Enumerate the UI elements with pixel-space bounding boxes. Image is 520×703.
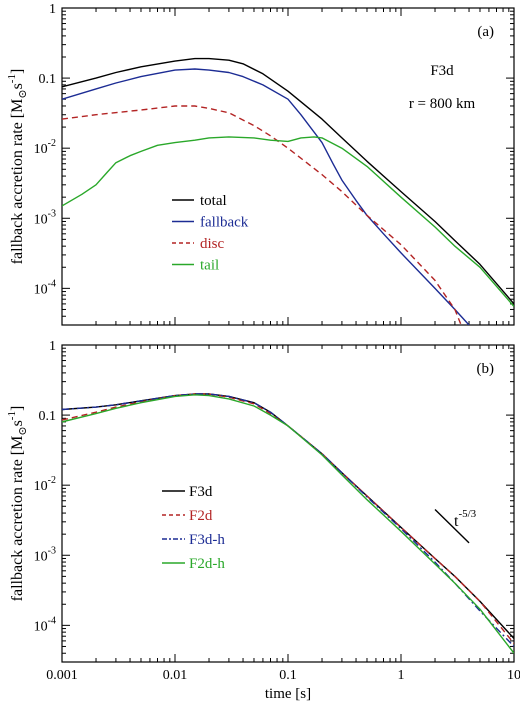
y-axis-label: fallback accretion rate [M⊙s-1] [6, 406, 29, 602]
y-tick-label: 10-3 [34, 545, 56, 564]
legend: F3d F2d F3d-h F2d-h [162, 484, 225, 572]
panel-b: 10.110-210-310-40.001 0.01 0.1 1 10fallback … [6, 339, 520, 702]
y-tick-label: 10-3 [34, 208, 56, 227]
legend-label-total: total [200, 193, 227, 209]
x-tick-label: 10 [507, 668, 520, 683]
y-tick-label: 10-4 [34, 615, 56, 634]
y-axis-label-sub: ⊙ [17, 89, 29, 98]
y-tick-label: 1 [49, 339, 56, 354]
y-tick-exponent: -4 [48, 278, 56, 289]
y-tick-base: 1 [49, 339, 56, 354]
legend: total fallback disc tail [172, 193, 249, 274]
legend-label-f3d-h: F3d-h [189, 532, 225, 548]
legend-label-disc: disc [200, 236, 225, 252]
legend-label-f2d: F2d [189, 508, 213, 524]
y-tick-label: 10-2 [34, 475, 56, 494]
series-group [62, 57, 514, 325]
axis-ticks [61, 344, 515, 663]
slope-label-exponent: -5/3 [458, 508, 476, 520]
y-tick-base: 10 [34, 282, 48, 297]
y-tick-base: 10 [34, 212, 48, 227]
y-tick-label: 0.1 [39, 72, 57, 87]
y-axis-label-unit: s [9, 83, 26, 89]
panel-label: (a) [477, 24, 494, 40]
x-tick-label: 1 [398, 668, 405, 683]
x-tick-label: 0.01 [163, 668, 188, 683]
legend-label-tail: tail [200, 258, 219, 274]
annotation: r = 800 km [409, 96, 476, 112]
y-tick-base: 0.1 [39, 409, 57, 424]
y-tick-exponent: -4 [48, 615, 56, 626]
y-axis-label-text: fallback accretion rate [M [9, 436, 26, 602]
y-axis-label-sub: ⊙ [17, 426, 29, 435]
y-tick-label: 1 [49, 2, 56, 17]
y-tick-label: 10-2 [34, 138, 56, 157]
y-tick-exponent: -3 [48, 208, 56, 219]
plot-frame [61, 344, 515, 663]
series-line-tail [62, 136, 514, 307]
y-tick-base: 10 [34, 142, 48, 157]
x-tick-label: 0.001 [46, 668, 78, 683]
legend-label-f2d-h: F2d-h [189, 556, 225, 572]
y-tick-base: 10 [34, 549, 48, 564]
y-tick-base: 0.1 [39, 72, 57, 87]
series-line-f3d-h [62, 393, 514, 647]
y-axis-label: fallback accretion rate [M⊙s-1] [6, 69, 29, 265]
y-tick-base: 10 [34, 479, 48, 494]
y-tick-exponent: -2 [48, 475, 56, 486]
series-line-f3d [62, 393, 514, 639]
legend-label-fallback: fallback [200, 215, 249, 231]
y-tick-label: 0.1 [39, 409, 57, 424]
slope-line [434, 508, 470, 544]
y-axis-label-close: ] [9, 69, 26, 74]
y-tick-label: 10-4 [34, 278, 56, 297]
y-axis-label-close: ] [9, 406, 26, 411]
y-axis-label-sup: -1 [6, 74, 18, 83]
series-group [62, 393, 514, 654]
y-tick-base: 10 [34, 619, 48, 634]
y-tick-exponent: -3 [48, 545, 56, 556]
axis-ticks [61, 7, 515, 326]
x-axis-label: time [s] [265, 686, 311, 702]
series-line-f2d-h [62, 394, 514, 654]
y-axis-label-unit: s [9, 420, 26, 426]
series-line-total [62, 57, 514, 305]
y-tick-exponent: -2 [48, 138, 56, 149]
panel-label: (b) [477, 361, 495, 377]
y-tick-base: 1 [49, 2, 56, 17]
plot-frame [61, 7, 515, 326]
series-line-fallback [62, 68, 470, 325]
annotation: F3d [430, 63, 454, 79]
y-axis-label-text: fallback accretion rate [M [9, 99, 26, 265]
series-line-disc [62, 105, 462, 325]
slope-label-base: t [454, 513, 459, 530]
y-axis-label-sup: -1 [6, 411, 18, 420]
legend-label-f3d: F3d [189, 484, 213, 500]
x-tick-label: 0.1 [279, 668, 297, 683]
series-line-f2d [62, 393, 514, 644]
slope-label: t-5/3 [454, 508, 477, 530]
